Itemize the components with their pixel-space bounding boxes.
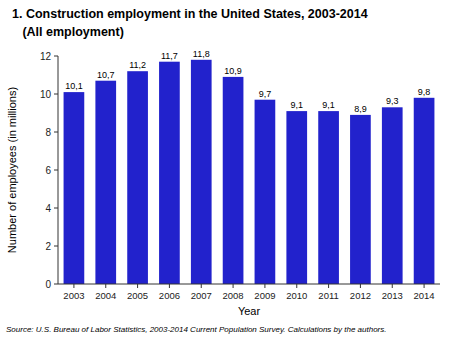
x-tick <box>328 284 329 288</box>
y-tick-label: 4 <box>45 203 51 214</box>
y-tick <box>54 56 58 57</box>
x-tick <box>105 284 106 288</box>
bar <box>414 98 435 284</box>
bar <box>64 92 85 284</box>
x-tick <box>424 284 425 288</box>
x-axis-label: Year <box>238 305 261 317</box>
chart-svg: 1. Construction employment in the United… <box>0 0 450 338</box>
x-tick-label: 2010 <box>286 290 307 301</box>
x-tick <box>233 284 234 288</box>
bars <box>64 60 435 284</box>
data-label: 9,8 <box>418 87 431 97</box>
y-tick-label: 0 <box>45 279 51 290</box>
x-tick <box>360 284 361 288</box>
bar <box>191 60 212 284</box>
data-label: 11,8 <box>193 49 210 59</box>
y-tick <box>54 94 58 95</box>
y-tick-label: 6 <box>45 165 51 176</box>
data-label: 8,9 <box>354 104 367 114</box>
x-tick <box>392 284 393 288</box>
x-tick-label: 2006 <box>159 290 180 301</box>
source-note: Source: U.S. Bureau of Labor Statistics,… <box>6 325 387 334</box>
data-label: 10,1 <box>65 81 83 91</box>
x-tick-label: 2014 <box>414 290 435 301</box>
x-tick-label: 2009 <box>254 290 275 301</box>
x-tick-label: 2004 <box>95 290 116 301</box>
subtitle: (All employment) <box>12 25 124 39</box>
y-tick <box>54 170 58 171</box>
data-label: 11,7 <box>161 51 178 61</box>
x-tick <box>201 284 202 288</box>
y-tick <box>54 132 58 133</box>
bar <box>286 111 307 284</box>
y-tick-label: 10 <box>40 89 52 100</box>
bar <box>350 115 371 284</box>
y-axis-label: Number of employees (in millions) <box>6 87 18 253</box>
data-label: 10,7 <box>97 70 115 80</box>
x-tick <box>137 284 138 288</box>
y-tick-label: 12 <box>40 51 52 62</box>
x-tick <box>169 284 170 288</box>
chart-container: 1. Construction employment in the United… <box>0 0 450 338</box>
y-tick-label: 2 <box>45 241 51 252</box>
x-tick <box>264 284 265 288</box>
data-label: 10,9 <box>224 66 242 76</box>
y-tick-label: 8 <box>45 127 51 138</box>
bar <box>318 111 339 284</box>
bar <box>127 71 148 284</box>
bar <box>159 62 180 284</box>
x-tick <box>296 284 297 288</box>
x-axis-line <box>58 284 440 285</box>
data-label: 9,1 <box>290 100 303 110</box>
bar <box>255 100 276 284</box>
data-label: 9,3 <box>386 96 399 106</box>
bar <box>223 77 244 284</box>
data-label: 11,2 <box>129 60 146 70</box>
bar <box>382 107 403 284</box>
x-tick-label: 2011 <box>318 290 338 301</box>
x-tick-label: 2012 <box>350 290 371 301</box>
x-tick-label: 2005 <box>127 290 148 301</box>
x-tick-label: 2013 <box>382 290 403 301</box>
data-label: 9,1 <box>322 100 335 110</box>
y-tick <box>54 208 58 209</box>
x-tick-label: 2008 <box>223 290 244 301</box>
background <box>0 0 450 338</box>
y-tick <box>54 246 58 247</box>
y-tick <box>54 284 58 285</box>
x-tick <box>73 284 74 288</box>
title: 1. Construction employment in the United… <box>12 7 368 21</box>
data-label: 9,7 <box>259 89 272 99</box>
x-tick-label: 2007 <box>191 290 212 301</box>
x-tick-label: 2003 <box>63 290 84 301</box>
bar <box>95 81 116 284</box>
